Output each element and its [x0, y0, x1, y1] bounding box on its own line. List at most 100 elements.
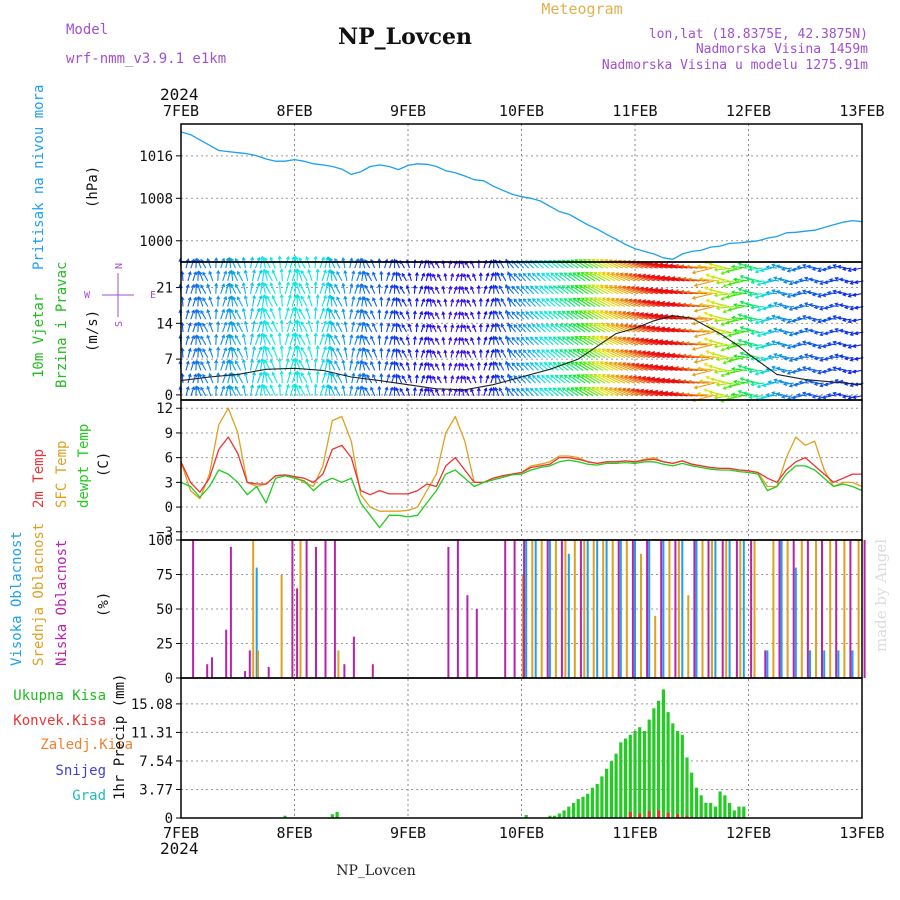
station-title: NP_Lovcen: [338, 24, 472, 50]
cloud-bar: [540, 540, 543, 678]
wind-arrow: [235, 386, 242, 397]
wind-arrow-head: [599, 310, 604, 314]
wind-arrow: [620, 298, 640, 308]
wind-arrow-head: [680, 392, 685, 397]
wind-arrow: [271, 270, 278, 282]
wind-arrow-head: [432, 350, 436, 355]
y-tick-label: 9: [165, 426, 173, 442]
wind-arrow: [187, 322, 191, 333]
wind-arrow: [181, 322, 184, 333]
wind-arrow-head: [401, 323, 406, 328]
wind-arrow: [595, 361, 614, 371]
cloud-bar: [352, 636, 355, 678]
wind-arrow-head: [377, 360, 382, 365]
precip-bar: [713, 806, 717, 818]
wind-arrow: [230, 309, 237, 320]
wind-arrow: [264, 283, 271, 294]
wind-arrow-head: [568, 298, 573, 302]
wind-arrow-head: [543, 387, 548, 392]
wind-arrow-head: [216, 295, 221, 300]
cloud-bar: [714, 540, 717, 678]
wind-arrow-head: [761, 280, 767, 285]
wind-arrow-head: [334, 334, 338, 339]
wind-arrow-head: [632, 273, 637, 278]
wind-arrow: [384, 387, 388, 397]
wind-arrow: [595, 387, 614, 397]
wind-arrow-head: [580, 297, 585, 302]
wind-arrow: [609, 310, 629, 320]
wind-arrow-head: [518, 272, 522, 277]
wind-arrow: [262, 384, 266, 397]
wind-arrow-head: [341, 282, 346, 287]
wind-arrow: [600, 284, 619, 295]
wind-arrow-head: [498, 310, 503, 315]
wind-arrow: [413, 311, 416, 320]
wind-arrow: [453, 312, 458, 320]
wind-arrow-head: [584, 374, 589, 378]
wind-arrow: [425, 349, 429, 358]
wind-arrow: [521, 285, 529, 295]
wind-arrow: [714, 267, 733, 271]
wind-arrow: [496, 375, 502, 384]
wind-arrow-head: [216, 346, 221, 351]
wind-arrow-head: [485, 323, 490, 328]
time-tick-label: 9FEB: [390, 102, 426, 120]
wind-arrow-head: [455, 298, 460, 303]
wind-arrow-head: [516, 285, 520, 290]
wind-arrow: [600, 336, 619, 346]
cloud-bar: [252, 540, 255, 678]
wind-arrow-head: [525, 362, 530, 366]
wind-arrow-head: [671, 378, 676, 383]
wind-arrow-head: [360, 334, 365, 339]
wind-arrow: [197, 335, 202, 345]
wind-arrow-head: [661, 351, 666, 356]
wind-arrow-head: [236, 270, 241, 275]
wind-arrow-head: [550, 349, 554, 353]
compass-s: S: [114, 321, 125, 327]
wind-arrow: [602, 297, 621, 307]
wind-arrow-head: [252, 320, 257, 325]
wind-arrow: [629, 299, 650, 308]
wind-arrow: [249, 359, 254, 371]
wind-arrow-head: [261, 281, 266, 286]
wind-arrow: [256, 372, 262, 384]
wind-arrow-head: [543, 310, 548, 315]
wind-arrow: [366, 323, 373, 333]
wind-arrow-head: [426, 285, 431, 290]
wind-arrow: [291, 269, 297, 282]
wind-arrow: [334, 284, 341, 294]
wind-arrow: [539, 387, 549, 397]
wind-arrow-head: [466, 299, 471, 304]
wind-arrow-head: [405, 310, 410, 315]
cloud-bar: [695, 540, 698, 678]
wind-arrow: [206, 284, 212, 294]
wind-arrow-head: [821, 267, 826, 272]
wind-arrow: [289, 307, 295, 320]
wind-arrow: [361, 258, 366, 269]
wind-arrow-head: [801, 366, 807, 370]
wind-arrow-head: [722, 309, 727, 314]
wind-arrow-head: [570, 285, 575, 289]
wind-arrow: [714, 318, 733, 322]
wind-arrow-head: [460, 285, 465, 290]
wind-arrow: [589, 297, 606, 307]
wind-arrow: [539, 311, 549, 320]
wind-arrow-head: [329, 308, 333, 313]
wind-arrow-head: [773, 327, 778, 332]
precip-bar: [548, 815, 552, 818]
wind-arrow: [516, 388, 525, 397]
wind-arrow: [505, 361, 510, 371]
wind-arrow: [425, 273, 429, 282]
wind-arrow-head: [534, 310, 539, 315]
wind-arrow-head: [522, 323, 527, 328]
wind-arrow: [518, 273, 527, 282]
wind-arrow-head: [632, 324, 637, 329]
wind-arrow: [532, 349, 541, 358]
wind-arrow-head: [715, 382, 720, 387]
wind-arrow: [235, 258, 242, 269]
wind-arrow-head: [676, 378, 681, 383]
pressure-label: Pritisak na nivou mora: [31, 85, 47, 270]
wind-arrow: [768, 381, 779, 384]
temp2m-label: 2m Temp: [31, 449, 47, 508]
wind-arrow: [215, 309, 217, 320]
